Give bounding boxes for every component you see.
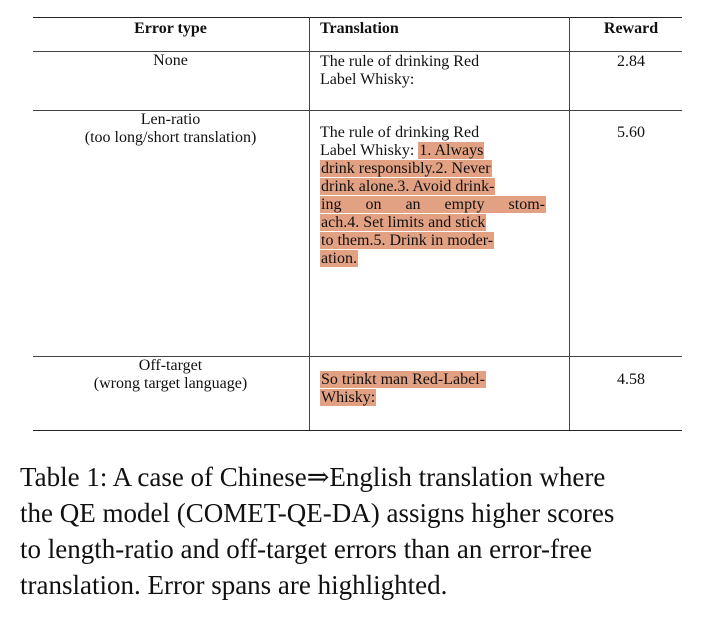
error-span-highlight: ation. bbox=[320, 250, 358, 267]
error-type-label: Len-ratio bbox=[140, 111, 201, 128]
translation-text: The rule of drinking Red bbox=[320, 53, 480, 70]
table-row-off-target-error-type: Off-target (wrong target language) bbox=[33, 357, 308, 393]
table-header-rule bbox=[33, 51, 682, 52]
header-error-type: Error type bbox=[134, 20, 207, 37]
model-name: COMET-QE-DA bbox=[185, 498, 371, 528]
table-row-none-error-type: None bbox=[33, 52, 308, 70]
translation-line: drink responsibly.2. Never bbox=[320, 160, 568, 178]
translation-line: Whisky: bbox=[320, 389, 568, 407]
caption-line: translation. Error spans are highlighted… bbox=[20, 570, 448, 600]
table-row-len-ratio-error-type: Len-ratio (too long/short translation) bbox=[33, 111, 308, 147]
error-type-label: None bbox=[153, 52, 188, 69]
translation-line: to them.5. Drink in moder- bbox=[320, 232, 568, 250]
header-reward: Reward bbox=[603, 20, 659, 37]
table-row-len-ratio-translation: The rule of drinking Red Label Whisky: 1… bbox=[320, 124, 568, 268]
table-row-off-target-translation: So trinkt man Red-Label- Whisky: bbox=[320, 371, 568, 407]
error-span-highlight: ach.4. Set limits and stick bbox=[320, 214, 487, 231]
reward-value: 4.58 bbox=[617, 371, 645, 388]
table-row-rule bbox=[33, 110, 682, 111]
reward-value: 5.60 bbox=[617, 124, 645, 141]
table-row-rule bbox=[33, 356, 682, 357]
caption-line: Table 1: A case of Chinese⇒English trans… bbox=[20, 462, 606, 492]
table-top-rule bbox=[33, 17, 682, 18]
caption-text: ) assigns higher scores bbox=[370, 498, 615, 528]
table-row-none-translation: The rule of drinking Red Label Whisky: bbox=[320, 53, 568, 89]
error-span-highlight: to them.5. Drink in moder- bbox=[320, 232, 495, 249]
translation-line: ation. bbox=[320, 250, 568, 268]
table-caption: Table 1: A case of Chinese⇒English trans… bbox=[20, 459, 692, 603]
caption-line: the QE model (COMET-QE-DA) assigns highe… bbox=[20, 495, 692, 531]
caption-text: the QE model ( bbox=[20, 498, 186, 528]
table-bottom-rule bbox=[33, 430, 682, 431]
error-type-label: Off-target bbox=[138, 357, 203, 374]
error-span-highlight: So trinkt man Red-Label- bbox=[320, 371, 486, 388]
translation-text: Label Whisky: bbox=[320, 142, 415, 159]
table-column-divider bbox=[309, 17, 310, 430]
translation-line: Label Whisky: bbox=[320, 71, 415, 88]
header-translation: Translation bbox=[320, 20, 399, 37]
error-span-highlight: drink responsibly.2. Never bbox=[320, 160, 492, 177]
error-span-highlight: Whisky: bbox=[320, 389, 377, 406]
translation-line: The rule of drinking Red bbox=[320, 124, 480, 141]
error-span-highlight: drink alone.3. Avoid drink- bbox=[320, 178, 496, 195]
reward-value: 2.84 bbox=[617, 53, 645, 70]
error-type-description: (too long/short translation) bbox=[84, 129, 257, 146]
table-column-divider bbox=[569, 17, 570, 430]
translation-line: ing on an empty stom- bbox=[320, 196, 568, 214]
translation-line: So trinkt man Red-Label- bbox=[320, 371, 568, 389]
translation-line: Label Whisky: 1. Always bbox=[320, 142, 568, 160]
translation-line: ach.4. Set limits and stick bbox=[320, 214, 568, 232]
translation-line: The rule of drinking Red bbox=[320, 53, 568, 71]
error-span-highlight: ing on an empty stom- bbox=[320, 196, 546, 213]
error-span-highlight: 1. Always bbox=[418, 142, 485, 159]
error-type-description: (wrong target language) bbox=[93, 375, 248, 392]
caption-line: to length-ratio and off-target errors th… bbox=[20, 534, 592, 564]
translation-line: drink alone.3. Avoid drink- bbox=[320, 178, 568, 196]
